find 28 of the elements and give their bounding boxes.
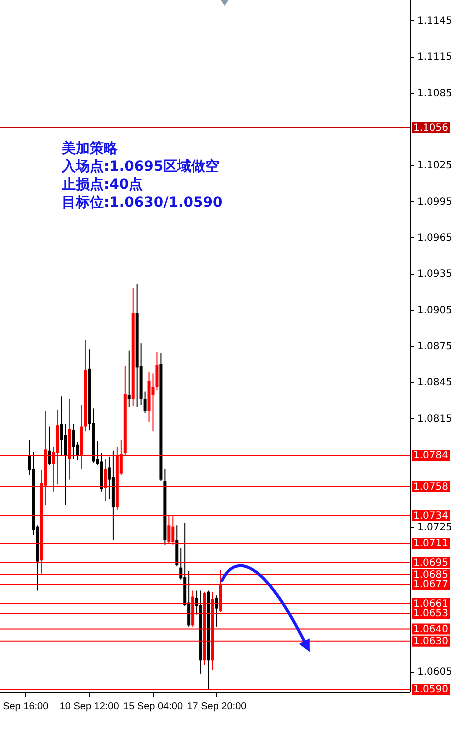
x-tick-label: 15 Sep 04:00 <box>124 702 184 712</box>
candlestick <box>144 391 147 414</box>
candlestick <box>60 396 64 456</box>
candlestick <box>64 424 68 506</box>
ref-line-label: 1.0677 <box>414 580 448 591</box>
ref-line-label: 1.0734 <box>414 510 448 522</box>
annotation: 止损点:40点 <box>61 177 144 193</box>
annotation: 入场点:1.0695区域做空 <box>61 158 220 175</box>
ref-line-label: 1.0653 <box>414 608 448 620</box>
ref-line-label: 1.1056 <box>414 122 448 134</box>
ref-line-label: 1.0685 <box>414 570 448 582</box>
ref-line-label: 1.0640 <box>414 624 448 636</box>
candlestick <box>128 350 131 408</box>
ref-line-label: 1.0758 <box>414 482 448 494</box>
candlestick <box>48 426 52 466</box>
ref-line-label: 1.0661 <box>414 598 448 610</box>
x-tick-label: 10 Sep 12:00 <box>60 702 120 712</box>
annotation: 目标位:1.0630/1.0590 <box>62 195 224 211</box>
ref-line-label: 1.0695 <box>414 558 448 570</box>
candlestick <box>215 595 218 628</box>
x-tick-label: Sep 16:00 <box>3 702 50 712</box>
ref-line-label: 1.0711 <box>414 538 448 550</box>
candlestick <box>72 424 76 460</box>
ref-line-label: 1.0630 <box>414 636 448 648</box>
x-tick-label: 17 Sep 20:00 <box>187 702 248 712</box>
ref-line-label: 1.0784 <box>414 450 448 462</box>
ref-line-label: 1.0590 <box>414 684 448 696</box>
annotation: 美加策略 <box>61 140 119 157</box>
